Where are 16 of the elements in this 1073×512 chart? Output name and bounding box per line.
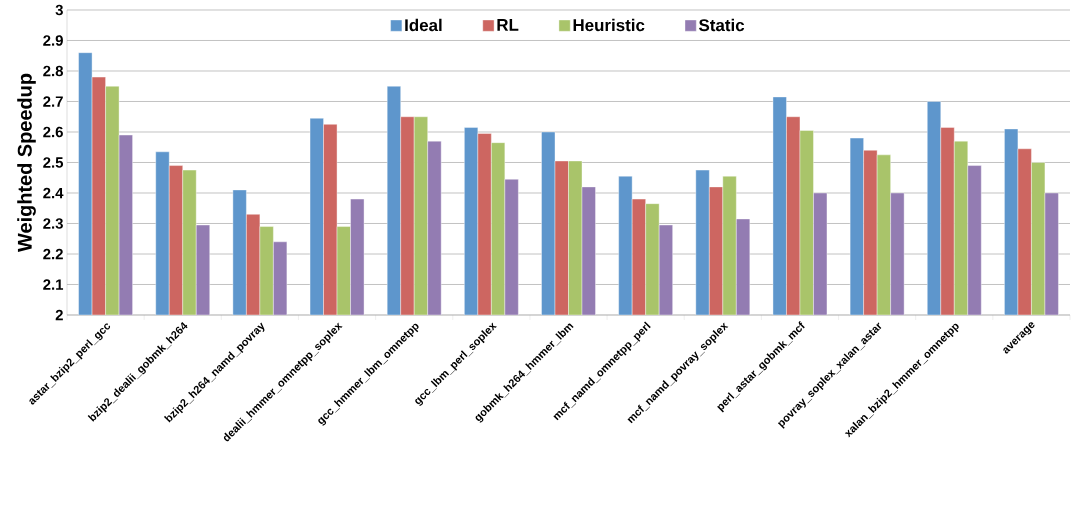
legend-label: Heuristic	[573, 18, 645, 32]
y-tick-label: 3	[55, 4, 63, 16]
y-tick-label: 2.2	[43, 248, 63, 260]
y-tick-label: 2.9	[43, 35, 63, 46]
y-tick-label: 2.6	[43, 126, 63, 138]
y-tick-label: 2.3	[43, 218, 63, 229]
y-tick-label: 2.1	[43, 279, 64, 290]
legend-label: RL	[497, 19, 519, 31]
y-axis-title: Weighted Speedup	[17, 73, 36, 252]
y-tick-label: 2.5	[43, 157, 64, 168]
y-tick-label: 2.4	[43, 187, 64, 199]
legend-label: Static	[698, 18, 745, 32]
legend-label: Ideal	[405, 18, 442, 32]
y-tick-label: 2.7	[43, 96, 63, 107]
y-tick-label: 2	[55, 309, 63, 321]
y-tick-label: 2.8	[43, 65, 64, 77]
